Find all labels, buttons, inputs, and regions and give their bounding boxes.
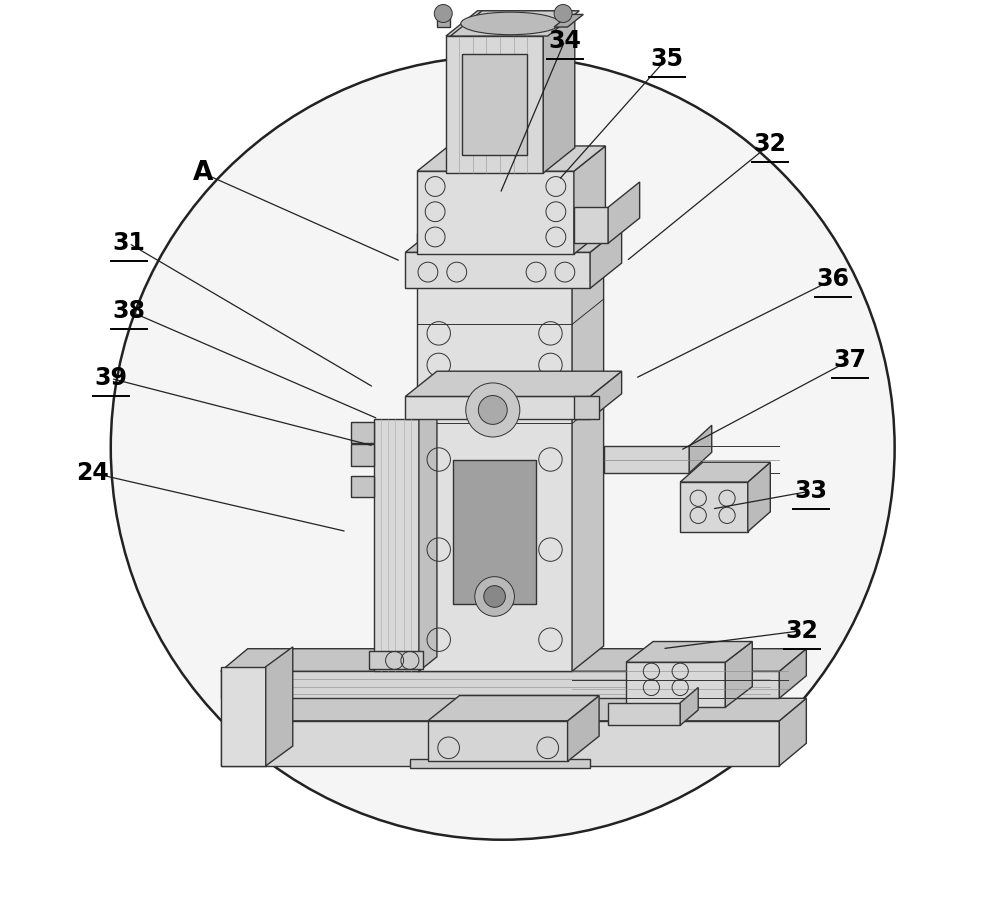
Polygon shape — [590, 227, 622, 288]
Polygon shape — [221, 721, 779, 766]
Text: 31: 31 — [112, 232, 145, 255]
Polygon shape — [680, 687, 698, 725]
Circle shape — [478, 396, 507, 424]
Polygon shape — [453, 460, 536, 604]
Polygon shape — [410, 759, 590, 768]
Polygon shape — [405, 227, 622, 252]
Circle shape — [434, 5, 452, 23]
Polygon shape — [450, 11, 579, 36]
Polygon shape — [779, 698, 806, 766]
Polygon shape — [680, 462, 770, 482]
Polygon shape — [351, 444, 374, 466]
Polygon shape — [572, 209, 604, 671]
Ellipse shape — [461, 12, 560, 35]
Polygon shape — [417, 171, 574, 254]
Polygon shape — [446, 36, 543, 173]
Polygon shape — [405, 252, 590, 288]
Polygon shape — [608, 703, 680, 725]
Text: 32: 32 — [754, 132, 787, 156]
Text: 36: 36 — [817, 268, 850, 291]
Polygon shape — [725, 642, 752, 707]
Polygon shape — [374, 419, 419, 671]
Polygon shape — [462, 54, 527, 155]
Polygon shape — [446, 11, 575, 36]
Polygon shape — [417, 146, 605, 171]
Polygon shape — [405, 371, 622, 396]
Polygon shape — [428, 721, 568, 761]
Polygon shape — [437, 9, 450, 27]
Text: 34: 34 — [548, 29, 581, 52]
Text: 35: 35 — [650, 47, 683, 70]
Polygon shape — [574, 396, 599, 419]
Polygon shape — [221, 698, 806, 721]
Polygon shape — [626, 662, 725, 707]
Polygon shape — [369, 651, 423, 669]
Circle shape — [111, 56, 895, 840]
Polygon shape — [748, 462, 770, 532]
Polygon shape — [417, 234, 572, 671]
Polygon shape — [689, 425, 712, 473]
Polygon shape — [351, 476, 374, 497]
Text: 37: 37 — [833, 349, 866, 372]
Polygon shape — [574, 146, 605, 254]
Polygon shape — [405, 396, 590, 419]
Text: 32: 32 — [785, 619, 818, 642]
Polygon shape — [419, 405, 437, 671]
Polygon shape — [554, 14, 583, 27]
Text: 39: 39 — [94, 367, 127, 390]
Polygon shape — [221, 649, 806, 671]
Text: 38: 38 — [112, 299, 145, 323]
Circle shape — [484, 586, 505, 607]
Text: A: A — [192, 160, 213, 186]
Polygon shape — [626, 642, 752, 662]
Polygon shape — [221, 667, 266, 766]
Polygon shape — [417, 209, 604, 234]
Polygon shape — [680, 482, 748, 532]
Text: 33: 33 — [794, 479, 827, 503]
Circle shape — [475, 577, 514, 616]
Polygon shape — [266, 647, 293, 766]
Polygon shape — [428, 696, 599, 721]
Text: 24: 24 — [76, 461, 109, 485]
Polygon shape — [779, 649, 806, 698]
Polygon shape — [543, 11, 575, 173]
Circle shape — [554, 5, 572, 23]
Polygon shape — [351, 422, 374, 443]
Polygon shape — [221, 671, 779, 698]
Polygon shape — [568, 696, 599, 761]
Polygon shape — [574, 207, 608, 243]
Polygon shape — [590, 371, 622, 419]
Polygon shape — [604, 446, 689, 473]
Polygon shape — [608, 182, 640, 243]
Circle shape — [466, 383, 520, 437]
